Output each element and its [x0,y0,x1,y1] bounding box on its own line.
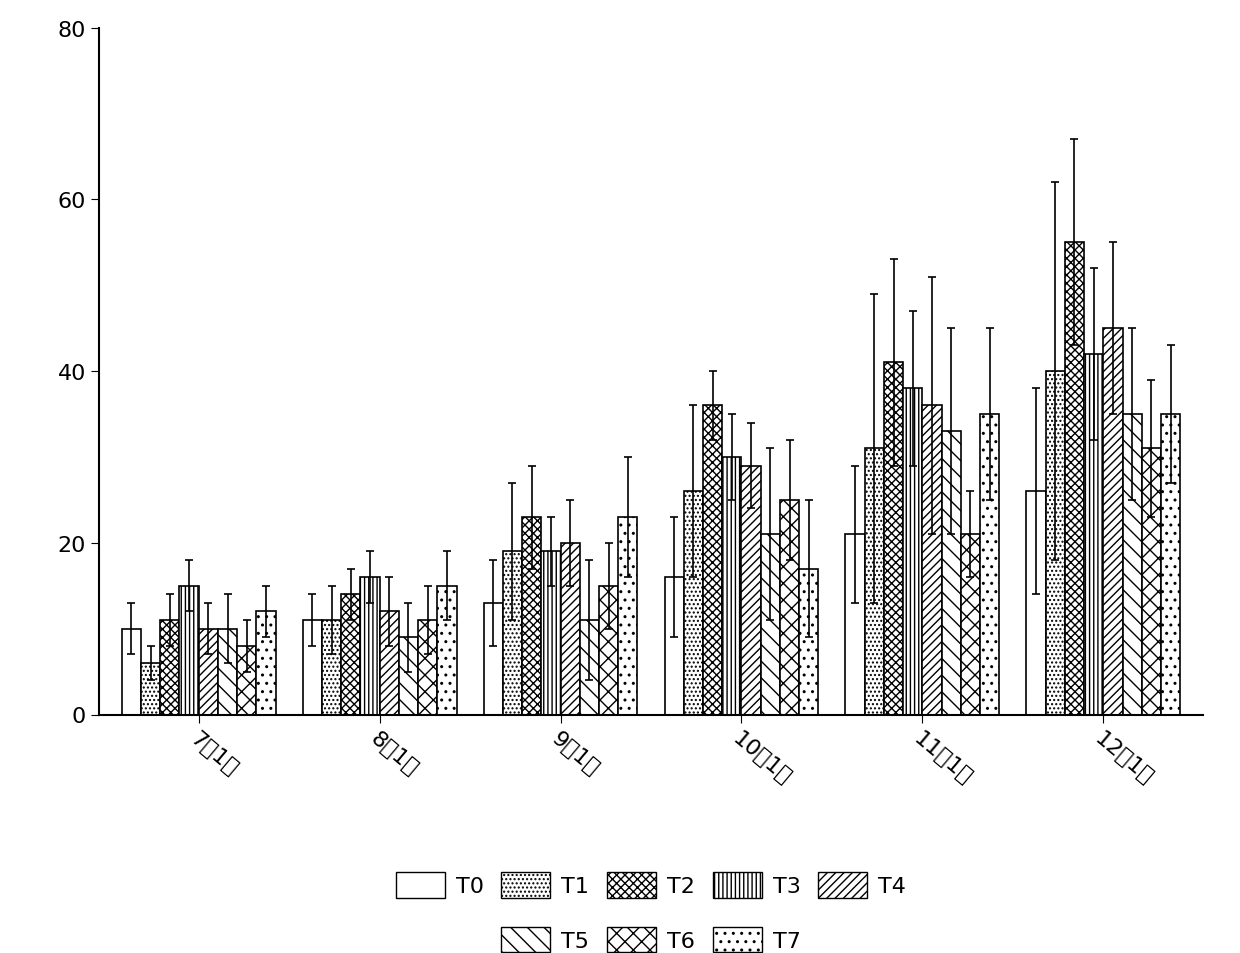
Bar [980,415,999,715]
Bar [1045,372,1065,715]
Bar [599,586,619,715]
Bar [1161,415,1180,715]
Bar [303,620,322,715]
Bar [542,552,560,715]
Bar [742,466,760,715]
Bar [341,595,361,715]
Legend: T5, T6, T7: T5, T6, T7 [492,918,810,953]
Bar [399,638,418,715]
Bar [438,586,456,715]
Bar [864,449,884,715]
Bar [198,629,218,715]
Bar [780,500,799,715]
Bar [237,646,257,715]
Bar [941,432,961,715]
Bar [257,612,275,715]
Bar [1104,329,1122,715]
Bar [418,620,438,715]
Bar [1065,243,1084,715]
Bar [580,620,599,715]
Bar [683,492,703,715]
Bar [665,578,683,715]
Bar [379,612,399,715]
Bar [961,535,980,715]
Bar [160,620,180,715]
Bar [903,389,923,715]
Bar [1084,355,1104,715]
Bar [560,543,580,715]
Bar [1122,415,1142,715]
Bar [722,457,742,715]
Bar [503,552,522,715]
Bar [141,663,160,715]
Bar [1027,492,1045,715]
Bar [619,517,637,715]
Bar [884,363,903,715]
Bar [522,517,542,715]
Bar [180,586,198,715]
Bar [1142,449,1161,715]
Bar [846,535,864,715]
Bar [799,569,818,715]
Bar [122,629,141,715]
Bar [361,578,379,715]
Bar [218,629,237,715]
Bar [923,406,941,715]
Bar [322,620,341,715]
Bar [760,535,780,715]
Bar [484,603,503,715]
Bar [703,406,722,715]
